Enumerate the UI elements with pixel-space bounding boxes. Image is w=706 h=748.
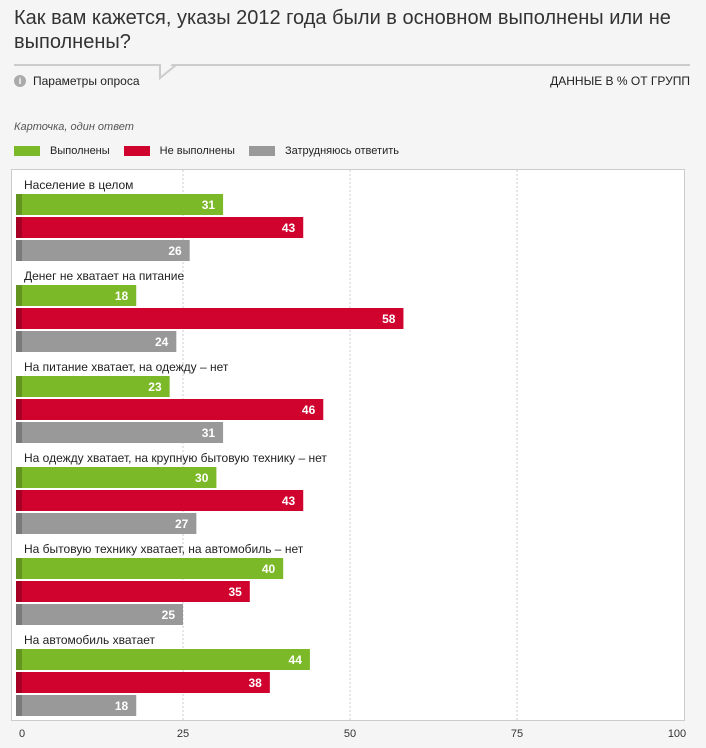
bar-value-label: 27 bbox=[175, 517, 189, 531]
bar bbox=[16, 194, 224, 215]
bar-stub bbox=[16, 513, 22, 534]
bar-value-label: 38 bbox=[248, 676, 262, 690]
legend-swatch bbox=[14, 146, 40, 156]
bar bbox=[16, 581, 250, 602]
bar-value-label: 35 bbox=[228, 585, 242, 599]
bar bbox=[16, 285, 137, 306]
page-title: Как вам кажется, указы 2012 года были в … bbox=[14, 7, 671, 53]
bar bbox=[16, 695, 137, 716]
bar bbox=[16, 308, 404, 329]
bar bbox=[16, 331, 177, 352]
bar-stub bbox=[16, 581, 22, 602]
info-icon: i bbox=[14, 75, 26, 87]
bar-value-label: 43 bbox=[282, 221, 296, 235]
legend-item: Не выполнены bbox=[123, 145, 235, 157]
divider bbox=[14, 64, 690, 66]
survey-params-label: Параметры опроса bbox=[33, 74, 140, 88]
category-label: На питание хватает, на одежду – нет bbox=[24, 360, 229, 374]
legend-label: Выполнены bbox=[50, 145, 110, 157]
bar bbox=[16, 217, 304, 238]
bar-stub bbox=[16, 672, 22, 693]
bar-stub bbox=[16, 331, 22, 352]
legend-item: Затрудняюсь ответить bbox=[248, 145, 399, 157]
bar-value-label: 25 bbox=[162, 608, 176, 622]
bar bbox=[16, 513, 197, 534]
legend-swatch bbox=[123, 146, 150, 156]
category-label: Денег не хватает на питание bbox=[24, 269, 184, 283]
bar-stub bbox=[16, 376, 22, 397]
bar-stub bbox=[16, 240, 22, 261]
bar-stub bbox=[16, 695, 22, 716]
bar-value-label: 46 bbox=[302, 403, 316, 417]
bar-value-label: 31 bbox=[202, 426, 216, 440]
bar-stub bbox=[16, 399, 22, 420]
bar-stub bbox=[16, 649, 22, 670]
bar-stub bbox=[16, 217, 22, 238]
units-label: ДАННЫЕ В % ОТ ГРУПП bbox=[550, 74, 690, 88]
x-tick-label: 50 bbox=[344, 728, 356, 740]
bar-stub bbox=[16, 422, 22, 443]
bar bbox=[16, 376, 170, 397]
bar-stub bbox=[16, 308, 22, 329]
legend-item: Выполнены bbox=[14, 145, 110, 157]
bar-value-label: 31 bbox=[202, 198, 216, 212]
bar bbox=[16, 604, 183, 625]
bar bbox=[16, 422, 224, 443]
category-label: Население в целом bbox=[24, 178, 133, 192]
x-tick-label: 100 bbox=[668, 728, 686, 740]
bar-value-label: 44 bbox=[289, 653, 303, 667]
bar-value-label: 18 bbox=[115, 289, 129, 303]
bar-stub bbox=[16, 194, 22, 215]
bar bbox=[16, 649, 310, 670]
bar-value-label: 30 bbox=[195, 471, 209, 485]
bar-value-label: 18 bbox=[115, 699, 129, 713]
bar bbox=[16, 490, 304, 511]
bar-value-label: 23 bbox=[148, 380, 162, 394]
bar-value-label: 58 bbox=[382, 312, 396, 326]
bar-value-label: 40 bbox=[262, 562, 276, 576]
bar bbox=[16, 467, 217, 488]
bar-stub bbox=[16, 285, 22, 306]
category-label: На одежду хватает, на крупную бытовую те… bbox=[24, 451, 327, 465]
bar bbox=[16, 672, 270, 693]
category-label: На бытовую технику хватает, на автомобил… bbox=[24, 542, 304, 556]
legend-swatch bbox=[248, 146, 275, 156]
bar-stub bbox=[16, 604, 22, 625]
bar-value-label: 24 bbox=[155, 335, 169, 349]
category-label: На автомобиль хватает bbox=[24, 633, 156, 647]
bar-stub bbox=[16, 490, 22, 511]
x-tick-label: 25 bbox=[177, 728, 189, 740]
x-tick-label: 75 bbox=[511, 728, 523, 740]
subtitle: Карточка, один ответ bbox=[14, 121, 134, 133]
survey-params-button[interactable]: i Параметры опроса bbox=[14, 74, 140, 88]
x-tick-label: 0 bbox=[19, 728, 25, 740]
notch bbox=[158, 60, 198, 80]
bar-stub bbox=[16, 558, 22, 579]
bar bbox=[16, 399, 324, 420]
bar-value-label: 43 bbox=[282, 494, 296, 508]
legend: Выполнены Не выполнены Затрудняюсь ответит… bbox=[14, 145, 399, 157]
bar bbox=[16, 240, 190, 261]
plot-area bbox=[11, 169, 685, 721]
legend-label: Затрудняюсь ответить bbox=[284, 145, 399, 157]
legend-label: Не выполнены bbox=[159, 145, 235, 157]
bar-stub bbox=[16, 467, 22, 488]
bar-value-label: 26 bbox=[168, 244, 182, 258]
bar bbox=[16, 558, 284, 579]
